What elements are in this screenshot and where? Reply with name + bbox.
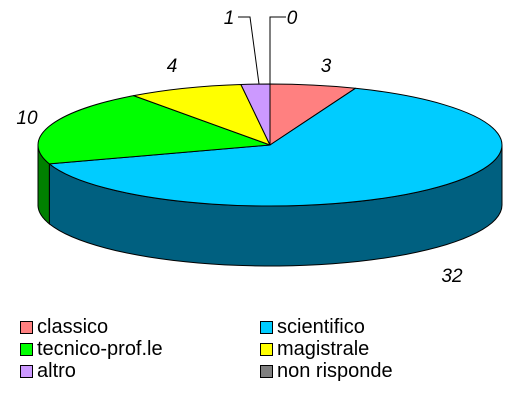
legend-swatch <box>260 320 273 334</box>
legend-item-altro: altro <box>20 360 260 382</box>
leader-line-altro <box>238 16 260 85</box>
legend-swatch <box>260 342 273 356</box>
data-label-non-risponde: 0 <box>287 8 298 29</box>
leader-lines <box>238 16 286 85</box>
legend-swatch <box>20 364 33 378</box>
legend-label: magistrale <box>277 338 370 360</box>
data-label-magistrale: 4 <box>167 56 178 77</box>
legend-item-magistrale: magistrale <box>260 338 480 360</box>
legend-item-classico: classico <box>20 316 260 338</box>
data-label-tecnico-prof-le: 10 <box>16 108 38 129</box>
data-label-classico: 3 <box>321 56 332 77</box>
legend-label: altro <box>37 360 76 382</box>
slice-scientifico <box>48 87 503 207</box>
legend-swatch <box>20 320 33 334</box>
data-label-altro: 1 <box>224 8 235 29</box>
leader-line-non-risponde <box>269 16 286 84</box>
slice-tecnico-prof-le <box>37 95 271 165</box>
legend-label: scientifico <box>277 316 365 338</box>
pie-tops <box>37 83 503 207</box>
legend-label: classico <box>37 316 109 338</box>
legend-label: tecnico-prof.le <box>37 338 163 360</box>
legend-label: non risponde <box>277 360 393 382</box>
legend-swatch <box>20 342 33 356</box>
legend-item-tecnico-prof-le: tecnico-prof.le <box>20 338 260 360</box>
legend-item-non-risponde: non risponde <box>260 360 480 382</box>
data-label-scientifico: 32 <box>441 266 463 287</box>
legend: classico scientifico tecnico-prof.le magist… <box>20 316 500 382</box>
legend-swatch <box>260 364 273 378</box>
slice-magistrale <box>133 83 271 146</box>
legend-item-scientifico: scientifico <box>260 316 480 338</box>
